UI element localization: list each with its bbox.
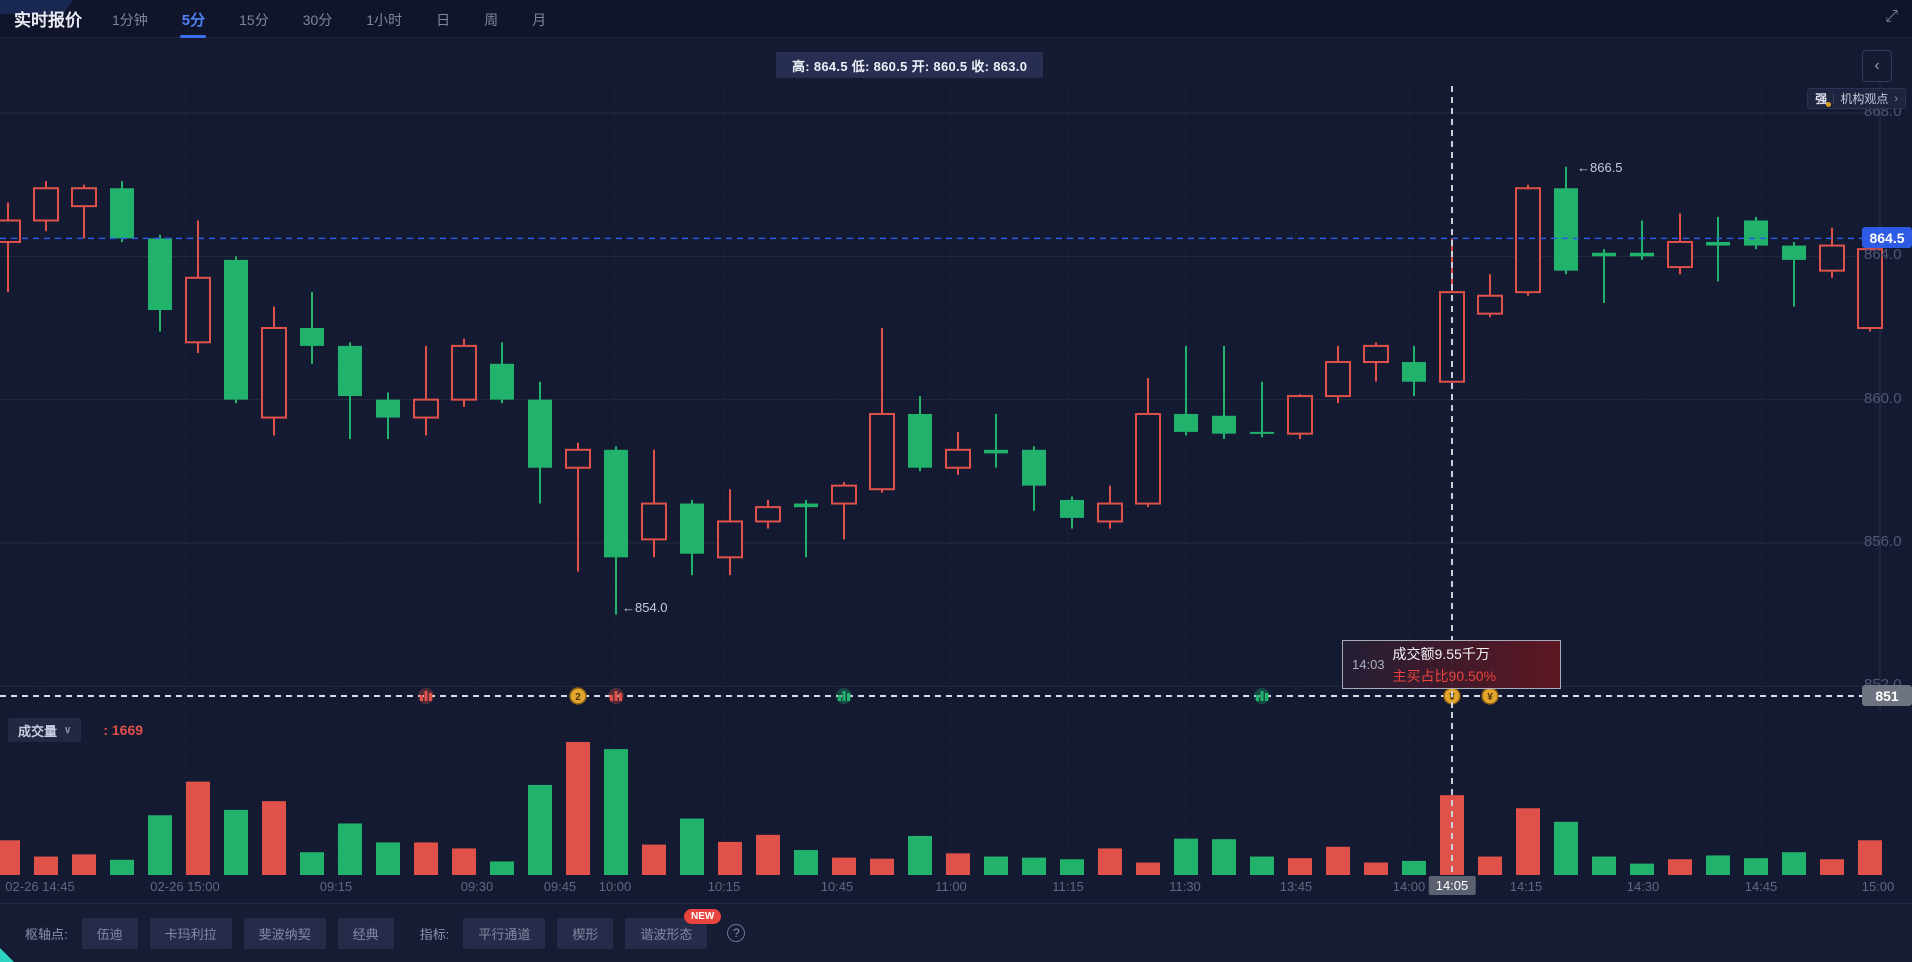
- time-axis-label: 14:15: [1509, 879, 1543, 894]
- institution-view-pill[interactable]: 强 机构观点 ›: [1807, 88, 1906, 109]
- expand-icon[interactable]: ⤢: [1885, 8, 1898, 25]
- divider: [1833, 93, 1835, 104]
- time-axis-label: 14:45: [1744, 879, 1778, 894]
- time-axis-label: 10:15: [707, 879, 741, 894]
- tab-15分[interactable]: 15分: [239, 11, 269, 28]
- volume-pane[interactable]: [0, 712, 1912, 875]
- tab-1分钟[interactable]: 1分钟: [112, 11, 148, 28]
- hover-tooltip: 14:03 成交额9.55千万 主买占比90.50%: [1342, 640, 1561, 689]
- indicator-button-2[interactable]: 楔形: [557, 917, 614, 949]
- chevron-right-icon: ›: [1894, 92, 1898, 105]
- time-axis-label: 09:45: [543, 879, 577, 894]
- collapse-panel-button[interactable]: ‹: [1862, 50, 1892, 82]
- svg-text:¥: ¥: [1487, 692, 1493, 703]
- time-axis-label: 14:00: [1392, 879, 1426, 894]
- svg-text:¥: ¥: [1449, 692, 1455, 703]
- high-point-label: ←866.5: [1577, 160, 1623, 175]
- low-point-label: ←854.0: [622, 600, 668, 615]
- time-axis-label: 09:15: [319, 879, 353, 894]
- tab-周[interactable]: 周: [484, 11, 499, 28]
- time-axis: 02-26 14:45 02-26 15:00 09:15 09:30 09:45 10:…: [0, 875, 1912, 900]
- indicator-buttons: 平行通道 楔形 谐波形态 NEW: [463, 908, 722, 949]
- tab-月[interactable]: 月: [532, 11, 547, 28]
- volume-header: 成交量 ∨ : 1669: [8, 718, 143, 742]
- time-axis-label: 11:15: [1052, 879, 1084, 894]
- chevron-down-icon: ∨: [64, 724, 72, 736]
- pivot-buttons: 伍迪 卡玛利拉 斐波纳契 经典: [81, 917, 394, 949]
- indicator-label: 指标:: [419, 926, 450, 942]
- tooltip-turnover: 成交额9.55千万: [1392, 645, 1490, 662]
- indicator-button-3[interactable]: 谐波形态 NEW: [625, 908, 722, 949]
- volume-indicator-dropdown[interactable]: 成交量 ∨: [8, 718, 82, 742]
- institution-view-label: 机构观点: [1840, 92, 1889, 106]
- svg-text:2: 2: [575, 692, 581, 703]
- timeframe-tabs: 1分钟 5分 15分 30分 1小时 日 周 月: [112, 0, 546, 37]
- time-axis-label: 10:45: [820, 879, 854, 894]
- strength-tag: 强: [1815, 92, 1832, 107]
- pivot-button-1[interactable]: 伍迪: [81, 917, 138, 949]
- time-axis-label: 09:30: [460, 879, 494, 894]
- tab-日[interactable]: 日: [436, 11, 451, 28]
- drawing-toolbar: 枢轴点: 伍迪 卡玛利拉 斐波纳契 经典 指标: 平行通道 楔形 谐波形态 NEW ?: [0, 903, 1912, 962]
- tab-1小时[interactable]: 1小时: [366, 11, 403, 28]
- time-axis-label: 02-26 14:45: [5, 879, 75, 894]
- page-title: 实时报价: [14, 11, 82, 30]
- time-axis-label: 15:00: [1861, 879, 1895, 894]
- tab-30分[interactable]: 30分: [302, 11, 333, 28]
- volume-value: : 1669: [103, 722, 144, 738]
- corner-triangle: [0, 948, 14, 962]
- time-axis-label: 02-26 15:00: [150, 879, 220, 894]
- volume-label: 成交量: [18, 723, 58, 739]
- tab-5分[interactable]: 5分: [182, 0, 205, 37]
- time-axis-label: 14:30: [1626, 879, 1660, 894]
- time-axis-label: 11:00: [935, 879, 967, 894]
- pivot-button-3[interactable]: 斐波纳契: [243, 917, 326, 949]
- crosshair-time-badge: 14:05: [1428, 876, 1476, 895]
- pivot-label: 枢轴点:: [25, 926, 68, 942]
- top-bar: 实时报价 1分钟 5分 15分 30分 1小时 日 周 月 ⤢: [0, 0, 1912, 38]
- new-badge: NEW: [684, 908, 722, 924]
- tooltip-buy-ratio: 主买占比90.50%: [1392, 667, 1497, 684]
- tooltip-time: 14:03: [1352, 657, 1385, 672]
- time-axis-label: 13:45: [1279, 879, 1313, 894]
- candlestick-pane[interactable]: 2 ¥ ¥: [0, 38, 1912, 712]
- time-axis-label: 11:30: [1169, 879, 1201, 894]
- pivot-button-2[interactable]: 卡玛利拉: [149, 917, 232, 949]
- help-icon[interactable]: ?: [727, 924, 746, 942]
- time-axis-label: 10:00: [598, 879, 632, 894]
- indicator-button-1[interactable]: 平行通道: [463, 917, 546, 949]
- pivot-button-4[interactable]: 经典: [337, 917, 394, 949]
- ohlc-readout: 高: 864.5 低: 860.5 开: 860.5 收: 863.0: [776, 52, 1044, 78]
